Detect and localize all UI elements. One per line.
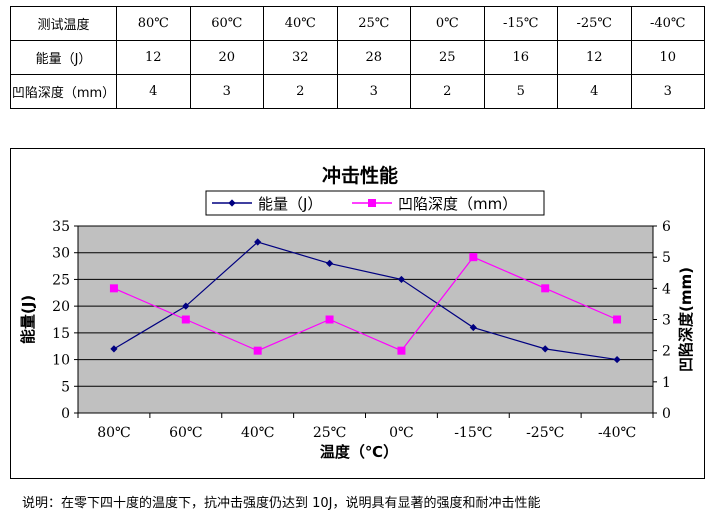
data-point [253, 346, 262, 355]
table-row-label: 凹陷深度（mm） [10, 74, 117, 109]
series-line [113, 256, 618, 352]
table-cell: 2 [263, 74, 338, 109]
x-tick-label: -40℃ [598, 425, 636, 441]
data-table: 测试温度 80℃ 60℃ 40℃ 25℃ 0℃ -15℃ -25℃ -40℃ 能量（J） 12 20 3… [10, 6, 705, 109]
table-cell: 3 [336, 74, 411, 109]
table-cell: -25℃ [557, 6, 632, 41]
table-cell: 4 [116, 74, 191, 109]
x-tick-label: 40℃ [241, 425, 274, 441]
table-cell: 4 [557, 74, 632, 109]
y-left-tick-label: 5 [61, 379, 70, 395]
data-point [613, 315, 622, 324]
table-cell: -40℃ [630, 6, 705, 41]
data-point [541, 284, 550, 293]
y-left-tick-label: 30 [52, 246, 70, 262]
x-tick-label: 80℃ [97, 425, 130, 441]
table-cell: 5 [483, 74, 558, 109]
data-point [110, 345, 118, 353]
table-header-row: 测试温度 80℃ 60℃ 40℃ 25℃ 0℃ -15℃ -25℃ -40℃ [10, 6, 705, 41]
data-point [397, 275, 406, 284]
chart-frame: 0 5 10 15 20 25 30 35 0 1 2 3 4 5 6 80℃ 60℃ 40℃ 25℃ 0℃ -15℃ -… [10, 148, 705, 479]
chart-title: 冲击性能 [322, 164, 398, 187]
y-left-axis-label: 能量(J) [19, 295, 37, 344]
table-cell: 0℃ [410, 6, 485, 41]
table-row-label: 能量（J） [10, 40, 117, 75]
legend-label: 能量（J） [258, 195, 322, 213]
y-right-tick-label: 5 [662, 250, 671, 266]
data-point [469, 323, 477, 332]
y-right-tick-label: 0 [662, 406, 671, 422]
table-cell: 40℃ [263, 6, 338, 41]
table-cell: 80℃ [116, 6, 191, 41]
note-text: 说明：在零下四十度的温度下，抗冲击强度仍达到 10J，说明具有显著的强度和耐冲击… [22, 496, 541, 511]
table-row: 能量（J） 12 20 32 28 25 16 12 10 [10, 40, 705, 75]
x-tick-label: 60℃ [169, 425, 202, 441]
table-cell: 12 [557, 40, 632, 75]
legend-marker [228, 199, 236, 207]
table-cell: 3 [189, 74, 264, 109]
y-left-tick-label: 10 [52, 353, 70, 369]
table-cell: 12 [116, 40, 191, 75]
y-right-tick-label: 4 [662, 281, 671, 297]
data-point [254, 238, 262, 246]
data-point [469, 253, 478, 262]
plot-area [77, 225, 654, 414]
table-cell: 10 [630, 40, 705, 75]
table-cell: 20 [189, 40, 264, 75]
y-left-tick-label: 35 [52, 219, 70, 235]
y-left-tick-label: 20 [52, 299, 70, 315]
data-point [181, 315, 190, 324]
y-left-tick-label: 25 [52, 272, 70, 288]
table-cell: -15℃ [483, 6, 558, 41]
table-cell: 2 [410, 74, 485, 109]
x-tick-label: 25℃ [313, 425, 346, 441]
table-cell: 32 [263, 40, 338, 75]
table-cell: 25 [410, 40, 485, 75]
y-right-tick-label: 3 [662, 313, 671, 329]
table-cell: 16 [483, 40, 558, 75]
table-cell: 25℃ [336, 6, 411, 41]
table-cell: 60℃ [189, 6, 264, 41]
legend-label: 凹陷深度（mm） [398, 195, 517, 213]
x-tick-label: 0℃ [389, 425, 414, 441]
impact-chart: 0 5 10 15 20 25 30 35 0 1 2 3 4 5 6 80℃ 60℃ 40℃ 25℃ 0℃ -15℃ -… [19, 164, 695, 461]
table-row-label: 测试温度 [10, 6, 117, 41]
table-cell: 28 [336, 40, 411, 75]
data-point [397, 346, 406, 355]
series-line [113, 241, 618, 361]
table-row: 凹陷深度（mm） 4 3 2 3 2 5 4 3 [10, 74, 705, 109]
data-point [109, 284, 118, 293]
x-tick-label: -15℃ [454, 425, 492, 441]
x-tick-label: -25℃ [526, 425, 564, 441]
y-right-tick-label: 6 [662, 219, 671, 235]
table-cell: 3 [630, 74, 705, 109]
data-point [325, 315, 334, 324]
x-axis-label: 温度（℃） [320, 443, 398, 461]
y-right-axis-label: 凹陷深度(mm) [677, 267, 695, 372]
y-right-tick-label: 2 [662, 344, 671, 360]
y-left-tick-label: 0 [61, 406, 70, 422]
legend-marker [368, 199, 376, 207]
y-right-tick-label: 1 [662, 375, 671, 391]
y-left-tick-label: 15 [52, 326, 70, 342]
